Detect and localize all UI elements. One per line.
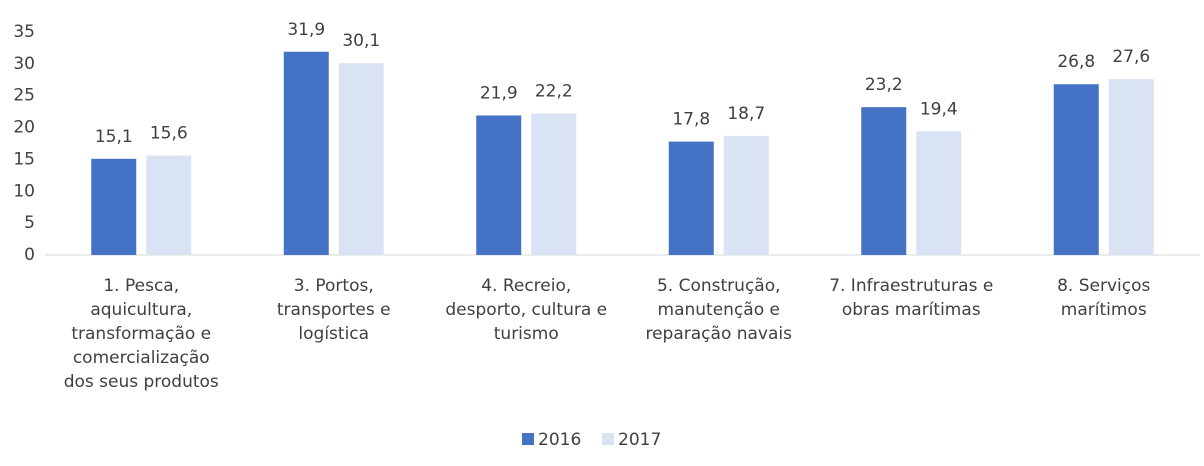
legend-swatch <box>522 433 534 445</box>
value-label: 31,9 <box>287 20 325 40</box>
legend-swatch <box>602 433 614 445</box>
x-tick-label: marítimos <box>1061 300 1147 320</box>
x-tick-label: turismo <box>494 324 559 344</box>
value-label: 15,6 <box>150 124 188 144</box>
bar <box>476 115 522 255</box>
value-label: 19,4 <box>920 99 958 119</box>
x-tick-label: aquicultura, <box>90 300 192 320</box>
bar <box>146 155 192 255</box>
bar <box>668 141 714 255</box>
x-tick-label: reparação navais <box>645 324 792 344</box>
y-tick-label: 20 <box>13 118 35 138</box>
legend-label: 2017 <box>618 430 661 450</box>
y-tick-label: 10 <box>13 181 35 201</box>
x-tick-label: 5. Construção, <box>657 276 781 296</box>
bar <box>338 63 384 255</box>
x-tick-label: transformação e <box>71 324 211 344</box>
x-tick-label: comercialização <box>73 348 210 368</box>
value-label: 23,2 <box>865 75 903 95</box>
x-tick-label: desporto, cultura e <box>445 300 607 320</box>
y-tick-label: 30 <box>13 54 35 74</box>
x-tick-label: dos seus produtos <box>64 372 219 392</box>
bar <box>916 131 962 255</box>
value-label: 21,9 <box>480 83 518 103</box>
x-tick-label: 8. Serviços <box>1057 276 1150 296</box>
y-tick-label: 5 <box>24 213 35 233</box>
x-tick-label: 1. Pesca, <box>103 276 179 296</box>
value-label: 22,2 <box>535 82 573 102</box>
bar <box>1053 84 1099 255</box>
value-label: 30,1 <box>342 31 380 51</box>
y-tick-label: 35 <box>13 22 35 42</box>
value-label: 18,7 <box>727 104 765 124</box>
bar <box>861 107 907 255</box>
y-tick-label: 25 <box>13 86 35 106</box>
value-label: 17,8 <box>672 110 710 130</box>
legend-label: 2016 <box>538 430 581 450</box>
x-tick-label: obras marítimas <box>842 300 981 320</box>
value-label: 15,1 <box>95 127 133 147</box>
y-tick-label: 0 <box>24 245 35 265</box>
value-label: 27,6 <box>1112 47 1150 67</box>
bar <box>1108 79 1154 255</box>
x-tick-label: logística <box>298 324 369 344</box>
x-tick-label: 3. Portos, <box>294 276 374 296</box>
x-tick-label: 4. Recreio, <box>481 276 571 296</box>
bar <box>531 113 577 255</box>
bar <box>723 135 769 255</box>
x-tick-label: manutenção e <box>658 300 780 320</box>
y-tick-label: 15 <box>13 149 35 169</box>
value-label: 26,8 <box>1057 52 1095 72</box>
bar <box>91 158 137 255</box>
bar <box>283 51 329 255</box>
x-tick-label: 7. Infraestruturas e <box>829 276 993 296</box>
x-tick-label: transportes e <box>277 300 391 320</box>
